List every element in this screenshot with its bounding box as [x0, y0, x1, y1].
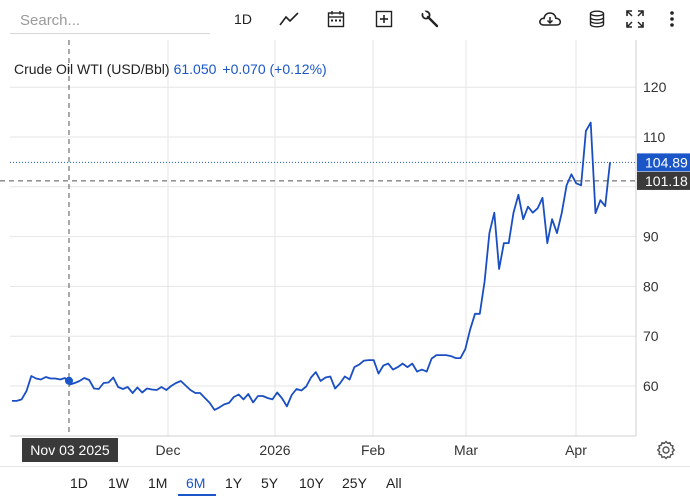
x-tick-label: Dec	[156, 442, 181, 458]
expand-icon	[626, 10, 644, 28]
legend-change: +0.070 (+0.12%)	[222, 61, 327, 77]
active-range-underline	[178, 494, 216, 496]
crosshair-value-label: 101.18	[645, 173, 688, 189]
download-button[interactable]	[536, 6, 564, 32]
toolbar: 1D	[0, 0, 690, 40]
wrench-icon	[421, 10, 439, 28]
chart-legend: Crude Oil WTI (USD/Bbl) 61.050 +0.070 (+0.…	[14, 61, 327, 77]
database-icon	[589, 10, 605, 28]
fullscreen-button[interactable]	[624, 6, 646, 32]
last-price-label-bg	[637, 153, 690, 172]
range-selector: 1D 1W 1M 6M 1Y 5Y 10Y 25Y All	[0, 466, 690, 499]
y-tick-label: 110	[643, 129, 666, 145]
search-input[interactable]	[10, 8, 210, 34]
range-button-10y[interactable]: 10Y	[299, 475, 324, 491]
calendar-icon	[327, 11, 345, 28]
range-button-1d[interactable]: 1D	[70, 475, 88, 491]
crosshair-point	[65, 376, 73, 385]
x-tick-label: Feb	[361, 442, 385, 458]
settings-gear-icon[interactable]	[656, 440, 676, 460]
price-chart[interactable]: 60 70 80 90 110 120 Dec 2026 Feb Mar Apr 104.89 101.…	[0, 40, 690, 462]
x-tick-label: Apr	[565, 442, 587, 458]
x-tick-label: 2026	[259, 442, 290, 458]
crosshair-date-label: Nov 03 2025	[30, 442, 110, 458]
chart-type-button[interactable]	[277, 6, 301, 32]
range-button-5y[interactable]: 5Y	[261, 475, 279, 491]
plus-box-icon	[375, 10, 393, 28]
chart-area[interactable]: 60 70 80 90 110 120 Dec 2026 Feb Mar Apr 104.89 101.…	[0, 40, 690, 462]
calendar-button[interactable]	[324, 6, 348, 32]
line-chart-icon	[279, 12, 299, 26]
tools-button[interactable]	[418, 6, 442, 32]
range-button-all[interactable]: All	[386, 475, 402, 491]
y-tick-label: 70	[643, 328, 659, 344]
cloud-download-icon	[539, 12, 562, 26]
price-series-line	[12, 121, 611, 411]
y-tick-label: 120	[643, 79, 667, 95]
interval-button[interactable]: 1D	[234, 11, 252, 27]
crosshair-date-label-bg	[22, 438, 118, 462]
range-button-25y[interactable]: 25Y	[342, 475, 367, 491]
range-button-1m[interactable]: 1M	[148, 475, 168, 491]
add-indicator-button[interactable]	[372, 6, 396, 32]
range-button-1y[interactable]: 1Y	[225, 475, 243, 491]
y-tick-label: 80	[643, 278, 659, 294]
y-tick-label: 60	[643, 378, 659, 394]
range-button-6m[interactable]: 6M	[186, 475, 206, 491]
x-tick-label: Mar	[454, 442, 478, 458]
legend-symbol: Crude Oil WTI (USD/Bbl)	[14, 61, 170, 77]
last-price-label: 104.89	[645, 154, 688, 170]
more-options-button[interactable]	[664, 6, 680, 32]
crosshair-value-label-bg	[637, 171, 690, 190]
data-button[interactable]	[586, 6, 608, 32]
more-vertical-icon	[670, 11, 674, 27]
range-button-1w[interactable]: 1W	[108, 475, 129, 491]
y-tick-label: 90	[643, 229, 659, 245]
legend-value: 61.050	[173, 61, 217, 77]
